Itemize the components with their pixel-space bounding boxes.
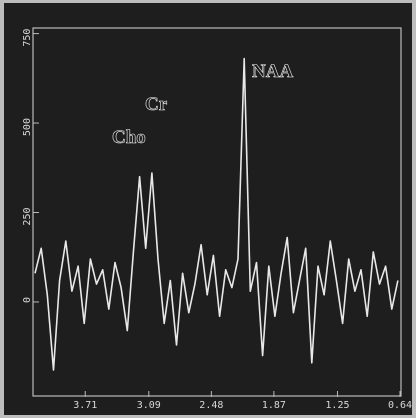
y-tick-label: 750 <box>22 29 33 47</box>
screen <box>4 3 412 415</box>
y-tick-label: 500 <box>22 118 33 136</box>
annotation: Cho <box>112 127 146 148</box>
y-tick-label: 250 <box>22 208 33 226</box>
y-tick-label: 0 <box>22 297 33 303</box>
annotation: Cr <box>145 94 168 115</box>
x-tick-label: 1.87 <box>262 400 286 411</box>
annotation: NAA <box>252 61 293 82</box>
x-tick-label: 1.25 <box>325 400 349 411</box>
spectrum-line <box>34 57 399 371</box>
x-tick-label: 3.71 <box>73 400 97 411</box>
x-tick-label: 3.09 <box>137 400 161 411</box>
x-tick-label: 2.48 <box>199 400 223 411</box>
x-tick-label: 0.64 <box>388 400 412 411</box>
